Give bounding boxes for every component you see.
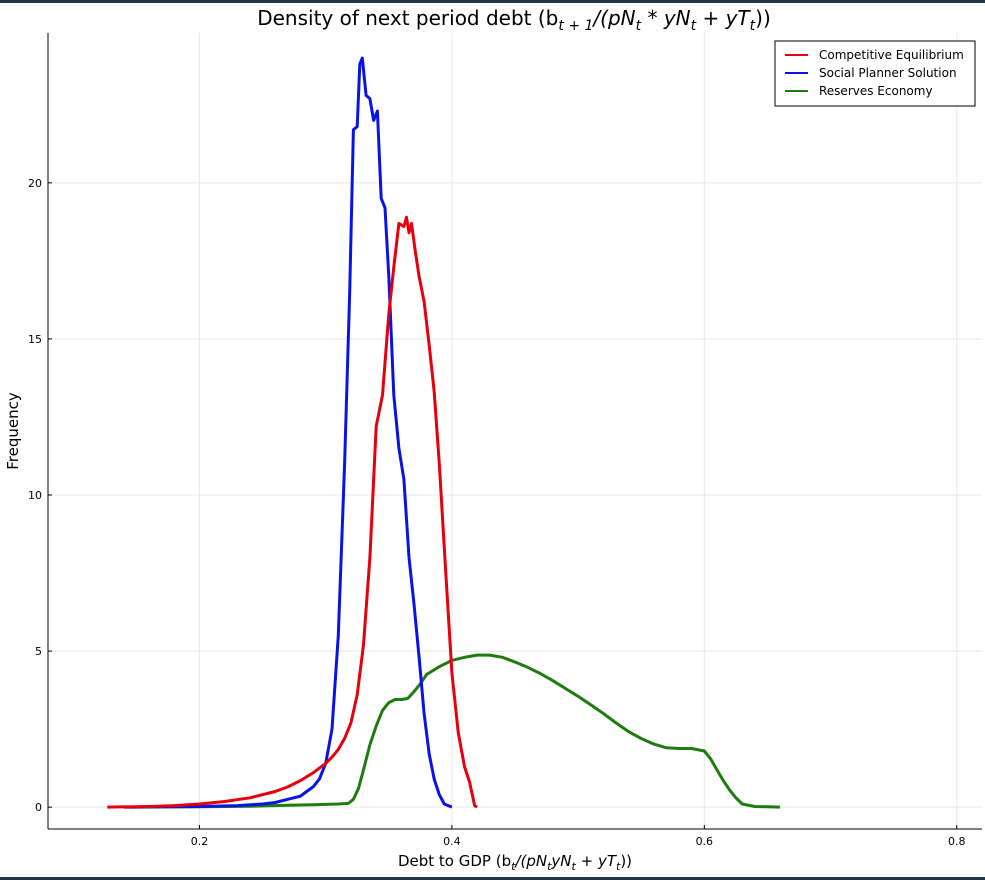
series-line-social-planner-solution	[123, 56, 453, 809]
x-tick-label: 0.8	[948, 835, 966, 848]
series-lines	[107, 56, 781, 809]
y-tick-label: 5	[35, 645, 42, 658]
x-tick-label: 0.2	[191, 835, 209, 848]
y-tick-label: 20	[28, 177, 42, 190]
y-tick-label: 15	[28, 333, 42, 346]
legend-label: Reserves Economy	[819, 84, 933, 98]
x-tick-label: 0.4	[443, 835, 461, 848]
series-line-competitive-equilibrium	[107, 215, 478, 809]
x-tick-label: 0.6	[696, 835, 714, 848]
bottom-border	[0, 877, 985, 880]
x-axis-label: Debt to GDP (bt/(pNtyNt + yTt))	[398, 852, 632, 873]
y-tick-label: 0	[35, 801, 42, 814]
legend: Competitive Equilibrium Social Planner So…	[774, 40, 976, 107]
grid-lines	[48, 33, 982, 829]
legend-box	[774, 40, 976, 107]
x-tick-labels: 0.2 0.4 0.6 0.8	[191, 825, 966, 848]
y-tick-label: 10	[28, 489, 42, 502]
y-axis-label: Frequency	[4, 392, 22, 470]
chart-title: Density of next period debt (bt + 1/(pNt…	[257, 6, 771, 34]
top-border	[0, 0, 985, 3]
legend-label: Social Planner Solution	[819, 66, 957, 80]
legend-label: Competitive Equilibrium	[819, 48, 964, 62]
y-tick-labels: 0 5 10 15 20	[28, 177, 52, 814]
series-line-reserves-economy	[129, 653, 781, 809]
